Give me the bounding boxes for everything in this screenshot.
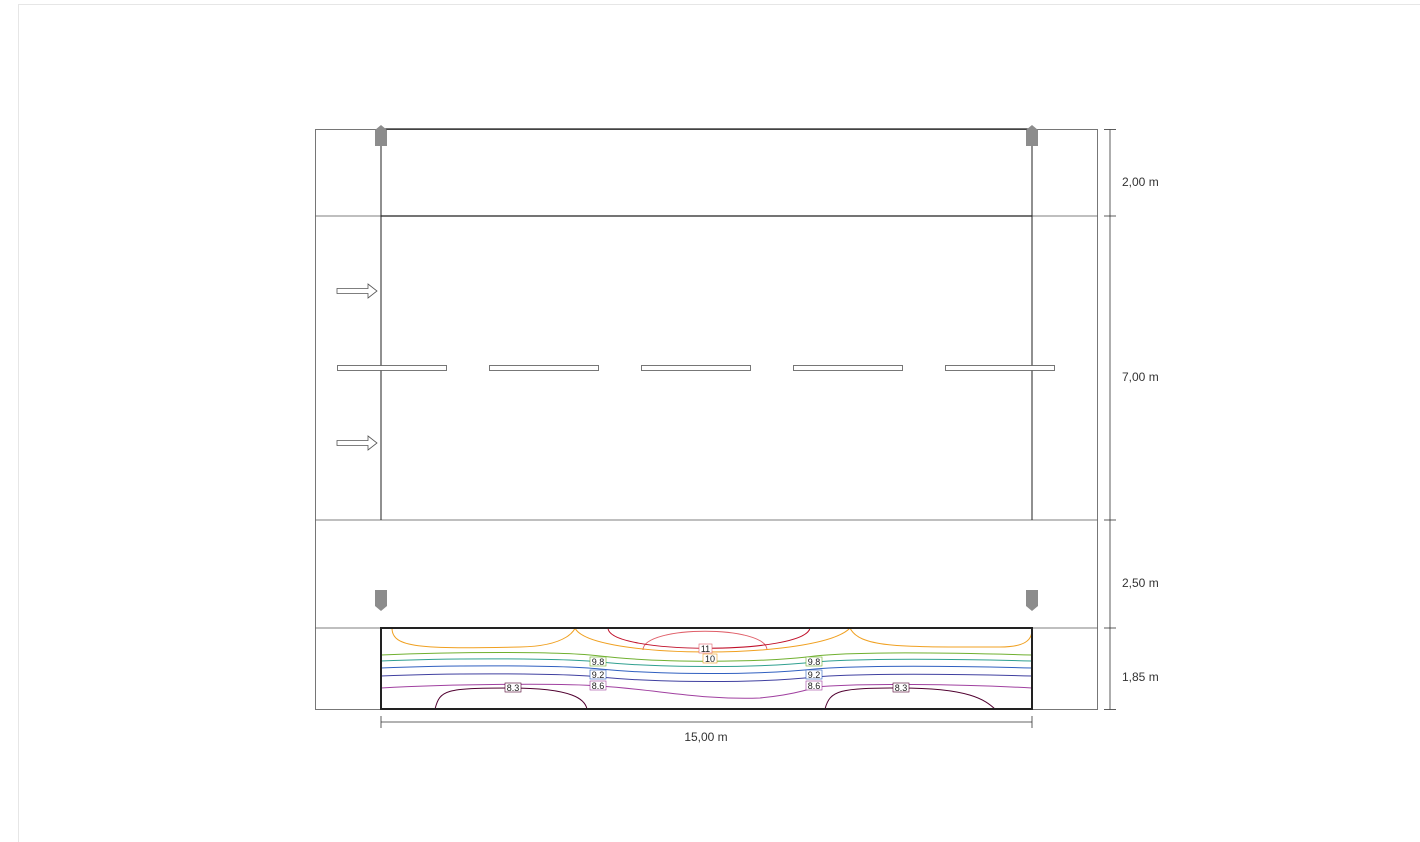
traffic-arrows — [336, 283, 378, 451]
dimension-sidewalk-bottom: 2,50 m — [1122, 576, 1159, 590]
lane-dash — [337, 365, 447, 371]
contour-9-2 — [381, 665, 1032, 674]
contour-label: 10 — [705, 654, 715, 664]
contour-8-9 — [381, 673, 1032, 682]
contour-8-3-right — [824, 687, 996, 709]
lane-dash — [489, 365, 599, 371]
dimension-roadway: 7,00 m — [1122, 370, 1159, 384]
luminaire-bottom-left — [375, 590, 387, 611]
contour-9-5 — [381, 658, 1032, 667]
contour-label: 9.2 — [592, 670, 605, 680]
contour-label: 8.6 — [592, 681, 605, 691]
contour-8-6 — [381, 683, 1032, 699]
isoline-frame — [380, 627, 1033, 710]
contour-label: 11 — [701, 644, 710, 654]
contour-label: 8.3 — [895, 683, 908, 693]
contour-11 — [642, 630, 768, 651]
isoline-box: 11 10 9.8 9.2 8.6 8.3 9.8 9.2 8.6 8.3 — [380, 627, 1033, 710]
dimension-length: 15,00 m — [684, 730, 727, 744]
luminaire-top-right — [1026, 125, 1038, 146]
luminaires — [375, 125, 1038, 611]
lane-dash — [793, 365, 903, 371]
lane-markings — [337, 365, 1055, 371]
lane-dash — [945, 365, 1055, 371]
contour-label: 9.2 — [808, 670, 821, 680]
contour-labels: 11 10 9.8 9.2 8.6 8.3 9.8 9.2 8.6 8.3 — [504, 643, 910, 693]
contour-label: 8.3 — [507, 683, 520, 693]
arrow-right-icon — [336, 435, 378, 451]
lane-dash — [641, 365, 751, 371]
horizontal-dimension — [380, 716, 1033, 728]
calculation-field — [380, 128, 1033, 520]
luminaire-top-left — [375, 125, 387, 146]
drawing-frame — [18, 4, 1420, 842]
dimension-sidewalk-top: 2,00 m — [1122, 175, 1159, 189]
contour-label: 9.8 — [592, 657, 605, 667]
arrow-right-icon — [336, 283, 378, 299]
contour-label: 8.6 — [808, 681, 821, 691]
luminaire-bottom-right — [1026, 590, 1038, 611]
dimension-evaluation-strip: 1,85 m — [1122, 670, 1159, 684]
vertical-dimensions — [1104, 129, 1116, 710]
contour-label: 9.8 — [808, 657, 821, 667]
